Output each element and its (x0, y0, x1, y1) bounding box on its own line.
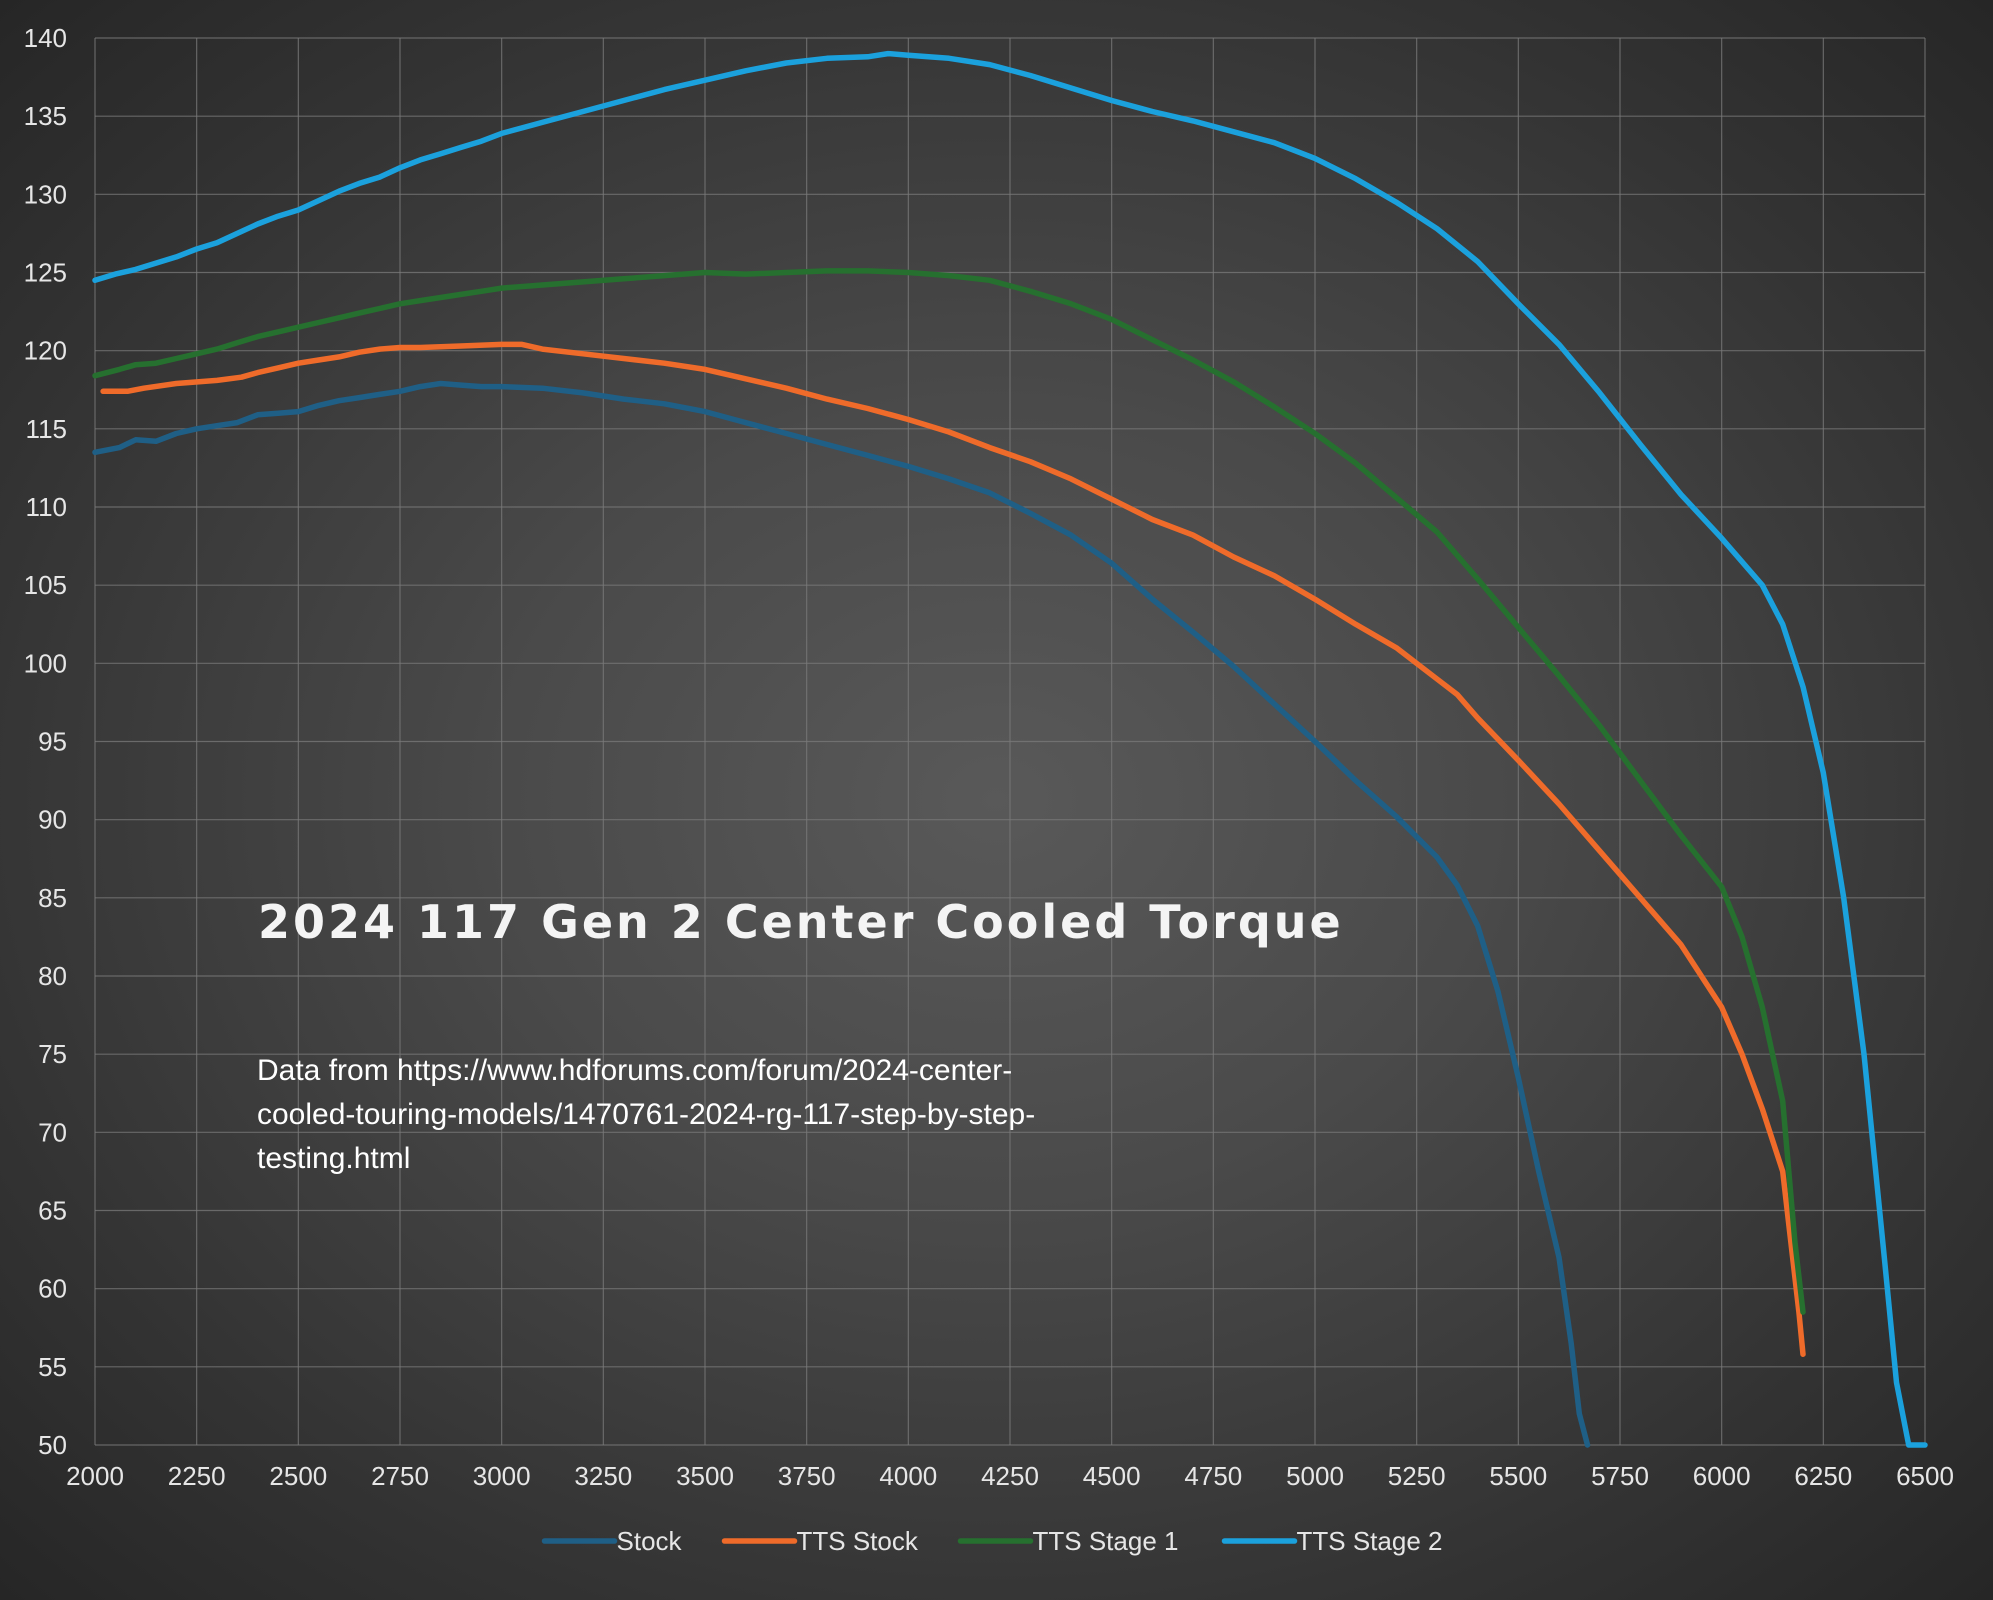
series-line-tts-stock (100, 341, 1806, 1358)
legend-label-tts-stock: TTS Stock (797, 1526, 919, 1556)
y-tick-label: 135 (24, 101, 67, 131)
gridlines (94, 37, 1926, 1446)
x-tick-label: 6250 (1794, 1461, 1852, 1491)
y-tick-label: 140 (24, 23, 67, 53)
x-tick-label: 6000 (1693, 1461, 1751, 1491)
y-tick-label: 110 (26, 492, 67, 522)
x-tick-label: 3500 (676, 1461, 734, 1491)
legend-label-tts-stage-1: TTS Stage 1 (1033, 1526, 1179, 1556)
x-tick-label: 3750 (778, 1461, 836, 1491)
y-tick-label: 115 (26, 414, 67, 444)
y-tick-label: 105 (24, 570, 67, 600)
y-tick-label: 55 (38, 1352, 67, 1382)
legend-label-stock: Stock (617, 1526, 683, 1556)
axes: 2000 2250 2500 2750 3000 3250 3500 3750 4000 4250… (24, 23, 1954, 1491)
y-tick-label: 95 (38, 727, 67, 757)
x-tick-label: 4500 (1083, 1461, 1141, 1491)
annotation-line-1: Data from https://www.hdforums.com/forum… (257, 1054, 1012, 1087)
annotation-line-2: cooled-touring-models/1470761-2024-rg-11… (257, 1098, 1035, 1131)
x-tick-label: 4250 (981, 1461, 1039, 1491)
x-tick-label: 4750 (1184, 1461, 1242, 1491)
series-lines (92, 50, 1928, 1448)
x-tick-label: 2250 (168, 1461, 226, 1491)
y-tick-label: 120 (24, 336, 67, 366)
y-tick-label: 80 (38, 961, 67, 991)
x-tick-label: 5250 (1388, 1461, 1446, 1491)
series-line-stock (92, 380, 1591, 1448)
x-tick-label: 2000 (66, 1461, 124, 1491)
y-tick-label: 85 (38, 883, 67, 913)
x-tick-label: 2750 (371, 1461, 429, 1491)
x-tick-label: 3250 (574, 1461, 632, 1491)
legend-label-tts-stage-2: TTS Stage 2 (1297, 1526, 1443, 1556)
y-tick-label: 60 (38, 1274, 67, 1304)
x-tick-label: 5000 (1286, 1461, 1344, 1491)
series-line-tts-stage-2 (92, 50, 1928, 1448)
x-tick-label: 5500 (1489, 1461, 1547, 1491)
y-tick-label: 75 (38, 1039, 67, 1069)
y-tick-label: 65 (38, 1196, 67, 1226)
series-line-tts-stage-1 (92, 268, 1806, 1315)
y-tick-label: 125 (24, 258, 67, 288)
x-tick-label: 3000 (473, 1461, 531, 1491)
y-tick-label: 90 (38, 805, 67, 835)
y-tick-label: 70 (38, 1117, 67, 1147)
x-tick-label: 2500 (269, 1461, 327, 1491)
legend: Stock TTS Stock TTS Stage 1 TTS Stage 2 (541, 1526, 1443, 1556)
y-tick-label: 100 (24, 648, 67, 678)
annotation-line-3: testing.html (257, 1142, 410, 1175)
x-tick-label: 5750 (1591, 1461, 1649, 1491)
x-tick-label: 6500 (1896, 1461, 1954, 1491)
y-tick-label: 50 (38, 1430, 67, 1460)
y-tick-label: 130 (24, 179, 67, 209)
x-tick-label: 4000 (879, 1461, 937, 1491)
chart-title: 2024 117 Gen 2 Center Cooled Torque (258, 895, 1344, 949)
